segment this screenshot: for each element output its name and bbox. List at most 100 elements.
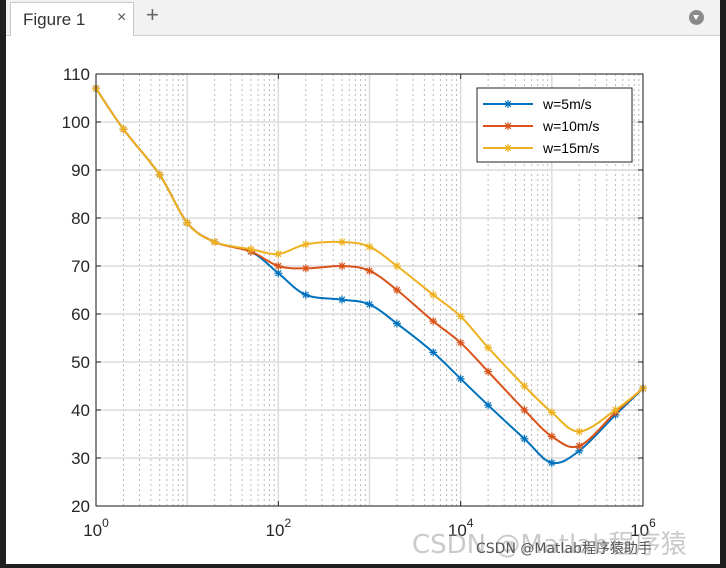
point-stroke: [302, 265, 310, 272]
point-stroke: [484, 344, 492, 351]
series-point: [301, 264, 310, 273]
legend-marker: [504, 144, 512, 152]
legend-entry-label: w=15m/s: [542, 140, 599, 156]
add-tab-icon[interactable]: +: [146, 2, 159, 27]
series-point: [611, 406, 620, 414]
point-stroke: [521, 406, 528, 414]
point-stroke: [521, 382, 528, 390]
y-tick-label: 40: [71, 401, 90, 420]
point-stroke: [457, 313, 464, 320]
point-stroke: [548, 433, 556, 440]
chevron-down-circle-icon[interactable]: [689, 10, 704, 25]
series-point: [547, 432, 556, 441]
point-stroke: [275, 250, 282, 258]
y-tick-label: 90: [71, 161, 90, 180]
series-point: [274, 269, 283, 278]
point-stroke: [429, 291, 437, 299]
figure-tab-bar: Figure 1 × +: [6, 0, 720, 36]
series-point: [456, 312, 465, 321]
point-stroke: [484, 401, 492, 409]
series-point: [392, 262, 401, 270]
series-point: [338, 295, 347, 304]
tab-figure-1-label: Figure 1: [23, 10, 86, 29]
series-point: [520, 406, 529, 414]
y-tick-label: 60: [71, 305, 90, 324]
point-stroke: [302, 241, 310, 248]
series-point: [484, 367, 493, 376]
point-stroke: [247, 245, 255, 253]
series-layer: [92, 84, 647, 467]
point-stroke: [576, 428, 583, 435]
series-point: [520, 434, 529, 443]
series-point: [183, 218, 192, 227]
legend-entry-label: w=10m/s: [542, 118, 599, 134]
tick-marks: [95, 73, 644, 507]
point-stroke: [548, 459, 556, 467]
series-point: [365, 242, 374, 251]
watermark-small: CSDN @Matlab程序猿助手: [476, 541, 652, 557]
point-stroke: [366, 267, 373, 275]
window-frame-bottom: [0, 564, 726, 568]
y-tick-label: 50: [71, 353, 90, 372]
series-point: [520, 382, 529, 390]
point-stroke: [457, 339, 464, 347]
series-point: [365, 300, 374, 309]
point-stroke: [366, 301, 373, 308]
y-tick-label: 20: [71, 497, 90, 516]
series-point: [575, 427, 584, 436]
x-tick-label: 104: [448, 516, 474, 540]
series-point: [392, 286, 401, 294]
y-tick-label: 30: [71, 449, 90, 468]
x-tick-label: 100: [83, 516, 109, 540]
point-stroke: [275, 262, 282, 270]
x-tick-labels: 100 102 104 106: [83, 516, 656, 540]
point-stroke: [302, 291, 310, 299]
y-tick-label: 110: [63, 65, 90, 84]
point-stroke: [338, 262, 346, 270]
series-point: [392, 319, 401, 328]
point-stroke: [338, 296, 346, 303]
legend-entry-label: w=5m/s: [542, 96, 592, 112]
window-frame-right: [720, 0, 726, 568]
series-point: [274, 250, 283, 258]
legend: w=5m/s w=10m/s w=15m/s: [476, 87, 633, 163]
point-stroke: [156, 171, 163, 179]
y-tick-labels: 20 30 40 50 60 70 80 90 100 110: [62, 65, 90, 516]
series-point: [456, 374, 465, 383]
series-point: [338, 262, 347, 270]
point-stroke: [576, 447, 583, 455]
point-stroke: [393, 320, 401, 327]
series-point: [547, 458, 556, 467]
point-stroke: [275, 269, 282, 277]
series-point: [210, 238, 219, 246]
series-point: [429, 317, 438, 326]
point-stroke: [576, 442, 583, 450]
point-stroke: [521, 435, 528, 443]
series-point: [155, 170, 164, 179]
series-point: [338, 238, 347, 246]
series-point: [456, 338, 465, 347]
close-icon[interactable]: ×: [117, 9, 127, 26]
point-stroke: [338, 238, 346, 246]
point-stroke: [457, 375, 464, 383]
tab-figure-1[interactable]: Figure 1 ×: [10, 2, 134, 36]
point-stroke: [393, 286, 401, 294]
y-tick-label: 70: [71, 257, 90, 276]
series-point: [301, 290, 310, 299]
series-point: [429, 348, 438, 357]
point-stroke: [183, 219, 191, 227]
point-stroke: [429, 317, 437, 325]
axes-box: [95, 73, 644, 507]
point-stroke: [484, 368, 492, 375]
series-point: [274, 262, 283, 270]
series-point: [301, 240, 310, 249]
series-point: [575, 442, 584, 450]
point-stroke: [120, 125, 127, 133]
series-point: [484, 401, 493, 410]
x-tick-label: 102: [266, 516, 292, 540]
point-stroke: [548, 409, 556, 416]
point-stroke: [366, 243, 373, 251]
series-point: [246, 245, 255, 254]
legend-marker: [504, 100, 512, 108]
